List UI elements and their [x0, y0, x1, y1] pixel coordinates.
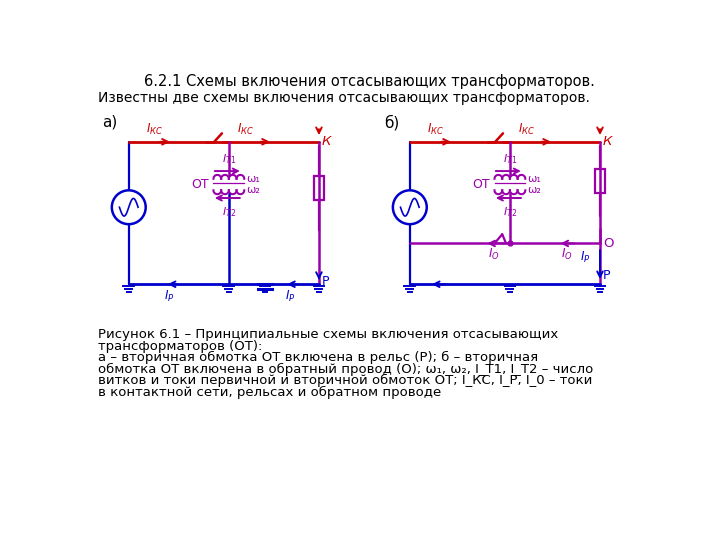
Text: Рисунок 6.1 – Принципиальные схемы включения отсасывающих: Рисунок 6.1 – Принципиальные схемы включ… [98, 328, 558, 341]
Text: $I_Р$: $I_Р$ [580, 249, 590, 265]
Text: в контактной сети, рельсах и обратном проводе: в контактной сети, рельсах и обратном пр… [98, 386, 441, 399]
Text: 6.2.1 Схемы включения отсасывающих трансформаторов.: 6.2.1 Схемы включения отсасывающих транс… [143, 74, 595, 89]
Text: $I_{КС}$: $I_{КС}$ [518, 122, 536, 137]
Text: ω₂: ω₂ [246, 185, 261, 195]
Text: а – вторичная обмотка ОТ включена в рельс (Р); б – вторичная: а – вторичная обмотка ОТ включена в рель… [98, 351, 538, 364]
Text: Известны две схемы включения отсасывающих трансформаторов.: Известны две схемы включения отсасывающи… [98, 91, 590, 105]
Text: Р: Р [322, 275, 330, 288]
Text: К: К [603, 134, 613, 147]
Text: $I_{T2}$: $I_{T2}$ [503, 205, 517, 219]
Text: ОТ: ОТ [472, 178, 490, 191]
Text: $I_O$: $I_O$ [488, 247, 500, 262]
Text: трансформаторов (ОТ):: трансформаторов (ОТ): [98, 340, 262, 353]
Text: ω₂: ω₂ [528, 185, 541, 195]
Text: О: О [603, 237, 613, 250]
Bar [314, 176, 324, 200]
Text: ω₁: ω₁ [246, 174, 261, 184]
Text: $I_Р$: $I_Р$ [285, 289, 296, 304]
Text: ОТ: ОТ [192, 178, 209, 191]
Text: $I_{КС}$: $I_{КС}$ [146, 122, 163, 137]
Text: $I_{T2}$: $I_{T2}$ [222, 205, 236, 219]
Text: б): б) [384, 115, 399, 131]
Text: $I_{КС}$: $I_{КС}$ [238, 122, 254, 137]
Text: К: К [322, 134, 331, 147]
Text: обмотка ОТ включена в обратный провод (О); ω₁, ω₂, I_T1, I_T2 – число: обмотка ОТ включена в обратный провод (О… [98, 363, 593, 376]
Text: ω₁: ω₁ [528, 174, 541, 184]
Text: а): а) [102, 115, 118, 130]
Text: Р: Р [603, 269, 611, 282]
Text: $I_{T1}$: $I_{T1}$ [222, 152, 236, 166]
Bar [595, 169, 605, 193]
Text: витков и токи первичной и вторичной обмоток ОТ; I_КС, I_Р, I_0 – токи: витков и токи первичной и вторичной обмо… [98, 374, 593, 387]
Text: $I_{T1}$: $I_{T1}$ [503, 152, 517, 166]
Text: $I_{КС}$: $I_{КС}$ [428, 122, 444, 137]
Text: $I_Р$: $I_Р$ [163, 289, 174, 304]
Text: $I_O$: $I_O$ [561, 247, 572, 262]
